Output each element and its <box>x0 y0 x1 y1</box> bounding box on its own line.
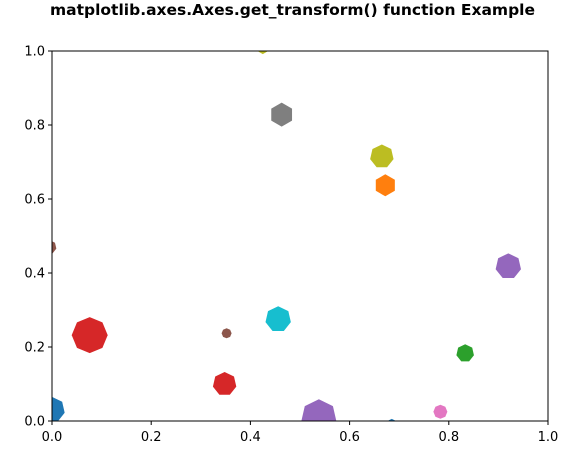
scatter-point-4 <box>71 317 108 354</box>
scatter-point-8 <box>221 328 232 339</box>
scatter-point-2 <box>375 174 395 197</box>
scatter-point-9 <box>52 241 57 254</box>
scatter-point-14 <box>265 306 291 331</box>
x-tick-label-4: 0.8 <box>438 430 459 445</box>
plot-frame <box>51 50 549 422</box>
scatter-point-5 <box>212 372 237 395</box>
scatter-point-1 <box>388 418 396 421</box>
scatter-point-11 <box>271 102 293 127</box>
y-tick-label-0: 0.0 <box>24 415 45 430</box>
x-tick-label-3: 0.6 <box>339 430 360 445</box>
x-tick-label-1: 0.2 <box>141 430 162 445</box>
chart-title: matplotlib.axes.Axes.get_transform() fun… <box>49 1 535 19</box>
ticks-layer: 0.0 0.2 0.4 0.6 0.8 1.0 0.0 0.2 0.4 0.6 0.8 1.0 <box>24 45 558 446</box>
scatter-point-3 <box>456 344 474 362</box>
y-tick-label-2: 0.4 <box>24 267 45 282</box>
y-tick-label-5: 1.0 <box>24 45 45 60</box>
scatter-point-13 <box>258 51 268 55</box>
scatter-point-10 <box>433 404 448 419</box>
points-layer <box>52 51 521 421</box>
scatter-point-12 <box>370 144 394 168</box>
x-tick-label-0: 0.0 <box>42 430 63 445</box>
scatter-point-0 <box>52 396 65 421</box>
y-tick-label-1: 0.2 <box>24 341 45 356</box>
y-tick-label-3: 0.6 <box>24 193 45 208</box>
scatter-point-7 <box>495 253 521 279</box>
y-tick-label-4: 0.8 <box>24 119 45 134</box>
x-tick-label-2: 0.4 <box>240 430 261 445</box>
x-tick-label-5: 1.0 <box>538 430 559 445</box>
scatter-point-6 <box>301 399 337 421</box>
